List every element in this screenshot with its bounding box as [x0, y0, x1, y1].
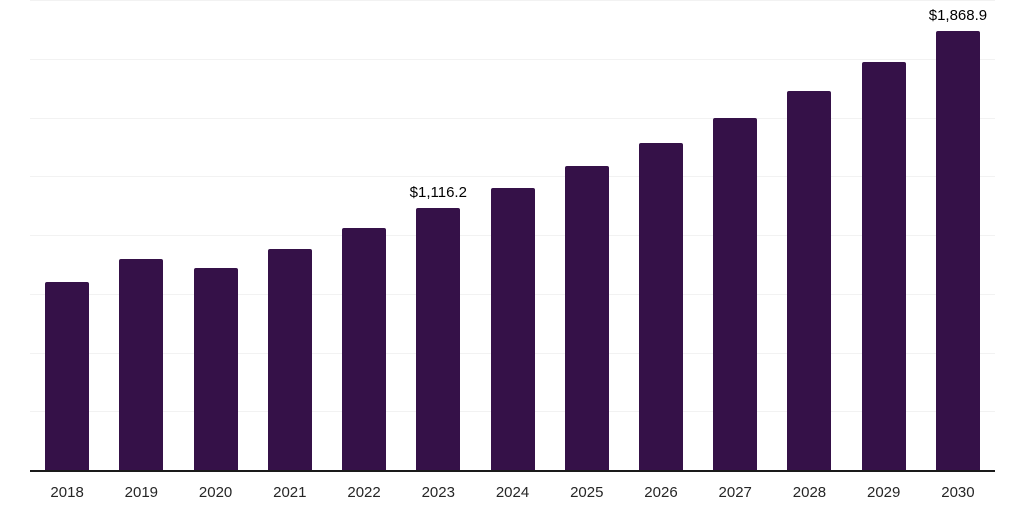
- x-tick-2026: 2026: [644, 483, 678, 501]
- bar-2018: [45, 282, 90, 470]
- bar-slot-2025: [550, 0, 624, 470]
- bar-2026: [638, 142, 683, 470]
- gridline-1250: [30, 176, 995, 178]
- bar-slot-2030: $1,868.9: [921, 0, 995, 470]
- x-tick-2022: 2022: [347, 483, 381, 501]
- bar-slot-2021: [253, 0, 327, 470]
- bar-2023: [416, 207, 461, 470]
- x-tick-2025: 2025: [570, 483, 604, 501]
- x-tick-2020: 2020: [198, 483, 233, 501]
- bar-slot-2029: [847, 0, 921, 470]
- bar-value-label-2023: $1,116.2: [409, 183, 467, 201]
- bar-slot-2027: [698, 0, 772, 470]
- bar-2019: [119, 259, 164, 470]
- bar-2022: [342, 228, 387, 470]
- bar-slot-2023: $1,116.2: [401, 0, 475, 470]
- x-tick-2021: 2021: [273, 483, 307, 501]
- bar-slot-2022: [327, 0, 401, 470]
- bar-2029: [861, 62, 906, 470]
- bar-2025: [564, 166, 609, 470]
- gridline-1500: [30, 117, 995, 119]
- bar-value-label-2030: $1,868.9: [928, 6, 988, 24]
- bar-slot-2019: [104, 0, 178, 470]
- bars-container: $1,116.2 $1,868.9: [30, 0, 995, 470]
- x-tick-2029: 2029: [867, 483, 901, 501]
- plot-area: $1,116.2 $1,868.9: [30, 0, 995, 470]
- x-tick-2024: 2024: [495, 483, 530, 501]
- bar-2028: [787, 90, 832, 470]
- x-axis-labels: 2018 2019 2020 2021 2022 2023 2024 2025 2026 2027…: [30, 474, 995, 510]
- x-tick-2027: 2027: [718, 483, 752, 501]
- x-tick-2023: 2023: [421, 483, 455, 501]
- bar-slot-2020: [178, 0, 252, 470]
- gridline-2000: [30, 0, 995, 1]
- x-tick-2019: 2019: [124, 483, 159, 501]
- bar-slot-2028: [772, 0, 846, 470]
- bar-2027: [713, 117, 758, 470]
- bar-2024: [490, 187, 535, 470]
- x-tick-2028: 2028: [792, 483, 827, 501]
- x-tick-2018: 2018: [50, 483, 84, 501]
- x-tick-2030: 2030: [941, 483, 975, 501]
- gridline-1750: [30, 58, 995, 60]
- x-axis-line: [30, 470, 995, 472]
- bar-slot-2018: [30, 0, 104, 470]
- bar-slot-2026: [624, 0, 698, 470]
- bar-2021: [267, 248, 312, 470]
- bar-2030: [935, 30, 980, 470]
- bar-2020: [193, 268, 238, 470]
- bar-slot-2024: [475, 0, 549, 470]
